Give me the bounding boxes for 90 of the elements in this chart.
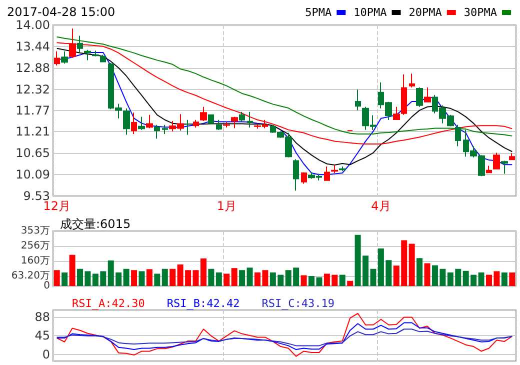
bar (146, 269, 152, 286)
bar (339, 274, 346, 286)
y-tick-label: 11.77 (16, 103, 50, 118)
candlestick (239, 111, 245, 122)
bar (408, 244, 415, 286)
candlestick (54, 50, 60, 66)
candlestick (486, 165, 492, 174)
y-tick-label: 160万 (20, 256, 50, 267)
legend-label: 30PMA (464, 6, 498, 19)
candlestick (154, 124, 160, 140)
candlestick (339, 166, 346, 172)
y-tick-label: 12.88 (16, 60, 50, 75)
candlestick (146, 114, 153, 129)
candlestick (501, 160, 508, 174)
legend-label: 5PMA (305, 6, 332, 19)
y-tick-label: 88 (34, 310, 50, 324)
bar (246, 268, 253, 286)
bar (424, 263, 430, 286)
line-series (56, 328, 513, 346)
candlestick (223, 121, 230, 128)
bar (170, 268, 176, 286)
y-tick-label: 10.65 (16, 146, 50, 160)
y-tick-label: 11.21 (16, 124, 50, 139)
x-tick-label: 12月 (43, 199, 70, 213)
text: RSI_B:42.42 (166, 297, 240, 310)
bar (162, 268, 168, 286)
y-tick-label: 10.09 (16, 168, 50, 182)
y-tick-label: 63.20万 (11, 270, 50, 282)
bar (347, 280, 354, 286)
bar (216, 272, 222, 286)
candlestick (77, 35, 83, 54)
x-tick-label: 1月 (216, 199, 236, 213)
candlestick (84, 49, 91, 61)
series-label: RSI_A:42.30 (72, 297, 145, 310)
line-series (56, 312, 513, 357)
legend-label: 10PMA (354, 6, 388, 19)
bar (416, 258, 423, 286)
y-tick-label: 12.32 (16, 82, 50, 96)
candlestick (493, 152, 500, 170)
bar (224, 274, 230, 286)
bar (138, 271, 145, 286)
candlestick (455, 124, 461, 147)
bar (54, 270, 60, 286)
bar (509, 272, 516, 286)
candlestick (509, 152, 515, 160)
candlestick (208, 114, 214, 124)
candlestick (301, 172, 307, 184)
x-tick-label: 4月 (371, 199, 391, 213)
y-tick-label: 14.00 (16, 18, 50, 32)
candlestick (293, 158, 299, 192)
legend-label: 20PMA (408, 6, 442, 19)
y-tick-label: 0 (44, 280, 50, 292)
bar (478, 272, 484, 286)
candlestick (200, 106, 207, 122)
bar (131, 270, 138, 286)
y-tick-label: 256万 (20, 240, 50, 252)
candlestick (324, 166, 330, 181)
line-series (56, 322, 513, 350)
text: RSI_C:43.19 (262, 297, 335, 310)
bar (123, 268, 130, 286)
bar (501, 272, 508, 286)
candlestick (416, 86, 423, 108)
candlestick (100, 54, 106, 63)
bar (239, 270, 246, 286)
candlestick (193, 119, 199, 128)
y-tick-label: 45 (34, 328, 50, 342)
candlestick (185, 119, 191, 136)
bar (208, 268, 214, 286)
candlestick (231, 116, 238, 129)
bar (69, 254, 76, 286)
bar (231, 268, 238, 286)
candlestick (331, 164, 338, 174)
y-tick-label: 13.44 (16, 39, 50, 54)
candlestick (424, 86, 431, 103)
chart-title: 成交量:6015 (60, 217, 131, 231)
chart-title: 2017-04-28 15:00 (7, 5, 116, 19)
candlestick (409, 73, 415, 88)
bar (154, 274, 160, 286)
candlestick (92, 50, 99, 57)
candlestick (162, 124, 168, 135)
candlestick (61, 50, 68, 64)
y-tick-label: 353万 (20, 226, 50, 236)
candlestick (131, 112, 137, 135)
candlestick (138, 116, 145, 130)
candlestick (247, 111, 253, 128)
candlestick (216, 119, 222, 130)
bar (300, 275, 307, 286)
y-tick-label: 0 (42, 348, 50, 362)
bar (62, 272, 68, 286)
candlestick (355, 89, 361, 111)
